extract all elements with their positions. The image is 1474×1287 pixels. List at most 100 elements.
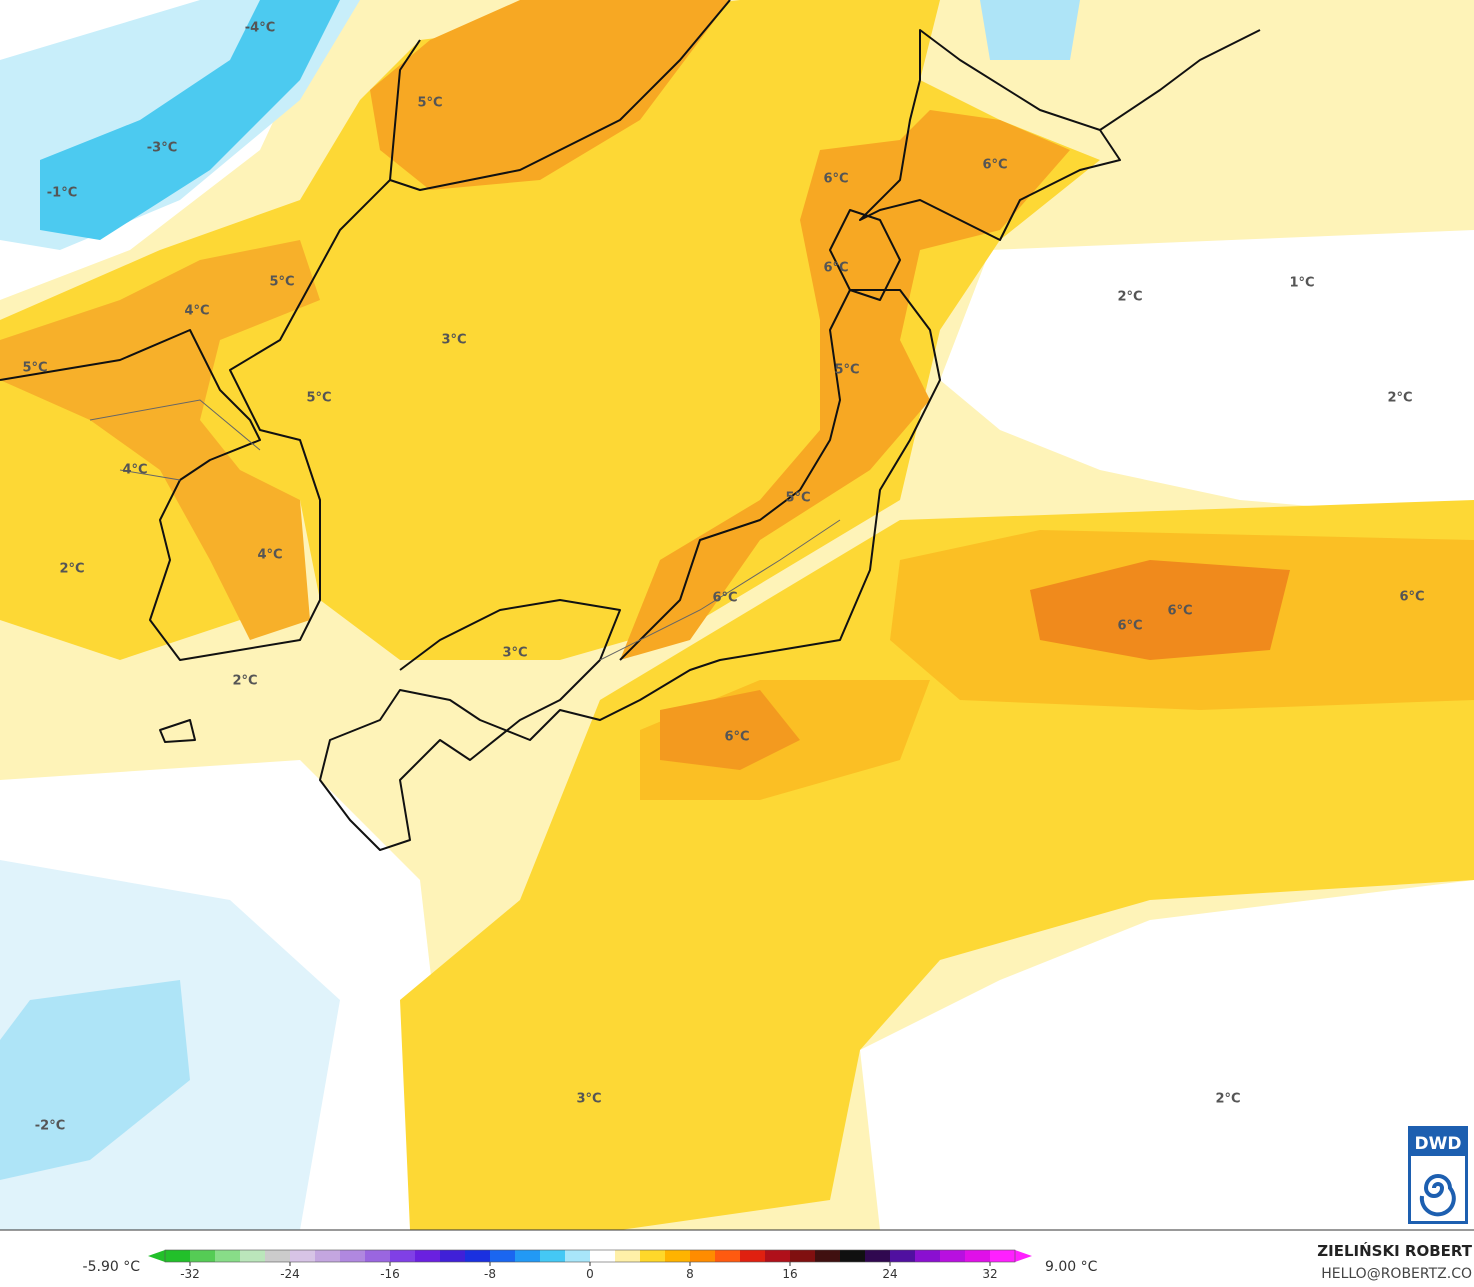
colorbar-cell xyxy=(265,1250,291,1262)
map-label: 3°C xyxy=(502,646,527,661)
warm-area xyxy=(370,0,730,190)
map-label: 6°C xyxy=(724,730,749,745)
colorbar-cell xyxy=(540,1250,566,1262)
map-label: -1°C xyxy=(47,186,77,201)
map-label: 5°C xyxy=(269,275,294,290)
cold-area xyxy=(980,0,1080,60)
colorbar-tick-label: 8 xyxy=(686,1267,694,1281)
map-label: 6°C xyxy=(1399,590,1424,605)
colorbar-cell xyxy=(565,1250,591,1262)
cold-area xyxy=(0,980,190,1180)
map-label: 1°C xyxy=(1289,276,1314,291)
colorbar-cell xyxy=(215,1250,241,1262)
map-label: 2°C xyxy=(232,674,257,689)
map-label: 5°C xyxy=(306,391,331,406)
map-label: 6°C xyxy=(823,172,848,187)
coastline xyxy=(829,209,901,301)
legend-min: -5.90 °C xyxy=(83,1259,141,1275)
colorbar-cell xyxy=(190,1250,216,1262)
temperature-map: -4°C 5°C -3°C -1°C 6°C 6°C 6°C 5°C 2°C 1… xyxy=(0,0,1474,1230)
colorbar-tick-label: 24 xyxy=(882,1267,897,1281)
map-label: 3°C xyxy=(576,1092,601,1107)
colorbar-cell xyxy=(615,1250,641,1262)
colorbar-tick-label: -16 xyxy=(380,1267,400,1281)
colorbar-tick-label: -32 xyxy=(180,1267,200,1281)
map-label: 2°C xyxy=(1387,391,1412,406)
credit-email: HELLO@ROBERTZ.CO xyxy=(1321,1266,1472,1282)
warm-area xyxy=(1030,560,1290,660)
colorbar-cell xyxy=(365,1250,391,1262)
map-label: 6°C xyxy=(712,591,737,606)
legend-max: 9.00 °C xyxy=(1045,1259,1098,1275)
colorbar-cell xyxy=(940,1250,966,1262)
colorbar-cell xyxy=(890,1250,916,1262)
map-label: 2°C xyxy=(1215,1092,1240,1107)
map-label: 6°C xyxy=(982,158,1007,173)
colorbar-tick-label: 16 xyxy=(782,1267,797,1281)
colorbar-cell xyxy=(340,1250,366,1262)
coastline xyxy=(389,39,421,181)
colorbar-cell xyxy=(165,1250,191,1262)
logo-swirl xyxy=(1419,1174,1456,1217)
map-labels: -4°C 5°C -3°C -1°C 6°C 6°C 6°C 5°C 2°C 1… xyxy=(22,21,1424,1134)
map-label: -3°C xyxy=(147,141,177,156)
colorbar-cell xyxy=(815,1250,841,1262)
map-label: 5°C xyxy=(785,491,810,506)
warm-area xyxy=(0,240,320,640)
map-label: -4°C xyxy=(245,21,275,36)
colorbar-cell xyxy=(240,1250,266,1262)
colorbar-cell xyxy=(490,1250,516,1262)
map-label: 6°C xyxy=(823,261,848,276)
logo-text: DWD xyxy=(1415,1134,1462,1154)
colorbar-cell xyxy=(590,1250,616,1262)
map-label: 4°C xyxy=(257,548,282,563)
colorbar-cell xyxy=(665,1250,691,1262)
map-label: 2°C xyxy=(1117,290,1142,305)
cool-area xyxy=(940,230,1474,520)
colorbar-tick-label: -24 xyxy=(280,1267,300,1281)
colorbar-cell xyxy=(840,1250,866,1262)
map-label: 4°C xyxy=(122,463,147,478)
colorbar-cell xyxy=(990,1250,1016,1262)
colorbar-end xyxy=(148,1250,165,1262)
colorbar-cell xyxy=(390,1250,416,1262)
cool-area xyxy=(860,880,1474,1230)
colorbar-cell xyxy=(440,1250,466,1262)
map-label: 5°C xyxy=(22,361,47,376)
map-label: 6°C xyxy=(1167,604,1192,619)
border xyxy=(89,399,841,661)
colorbar-cell xyxy=(865,1250,891,1262)
coastline xyxy=(159,719,196,743)
map-label: 6°C xyxy=(1117,619,1142,634)
colorbar: -32 -24 -16 -8 0 8 16 24 32 xyxy=(148,1249,1032,1281)
colorbar-end xyxy=(1015,1250,1032,1262)
cold-area xyxy=(40,0,340,240)
colorbar-cell xyxy=(915,1250,941,1262)
colorbar-cell xyxy=(715,1250,741,1262)
map-label: -2°C xyxy=(35,1119,65,1134)
warm-area xyxy=(620,110,1070,660)
map-label: 3°C xyxy=(441,333,466,348)
colorbar-cell xyxy=(965,1250,991,1262)
map-label: 4°C xyxy=(184,304,209,319)
colorbar-cell xyxy=(640,1250,666,1262)
logo: DWD xyxy=(1408,1126,1468,1224)
colorbar-cell xyxy=(790,1250,816,1262)
colorbar-cell xyxy=(740,1250,766,1262)
credit-name: ZIELIŃSKI ROBERT xyxy=(1317,1241,1472,1260)
colorbar-tick-label: 0 xyxy=(586,1267,594,1281)
colorbar-cell xyxy=(690,1250,716,1262)
coastline xyxy=(859,29,1121,241)
colorbar-tick-label: -8 xyxy=(484,1267,496,1281)
map-label: 5°C xyxy=(834,363,859,378)
colorbar-cell xyxy=(415,1250,441,1262)
map-label: 2°C xyxy=(59,562,84,577)
colorbar-cell xyxy=(290,1250,316,1262)
logo-inner xyxy=(1411,1156,1465,1221)
colorbar-tick-label: 32 xyxy=(982,1267,997,1281)
warm-area xyxy=(660,690,800,770)
colorbar-cell xyxy=(465,1250,491,1262)
coastline xyxy=(319,289,941,851)
map-label: 5°C xyxy=(417,96,442,111)
